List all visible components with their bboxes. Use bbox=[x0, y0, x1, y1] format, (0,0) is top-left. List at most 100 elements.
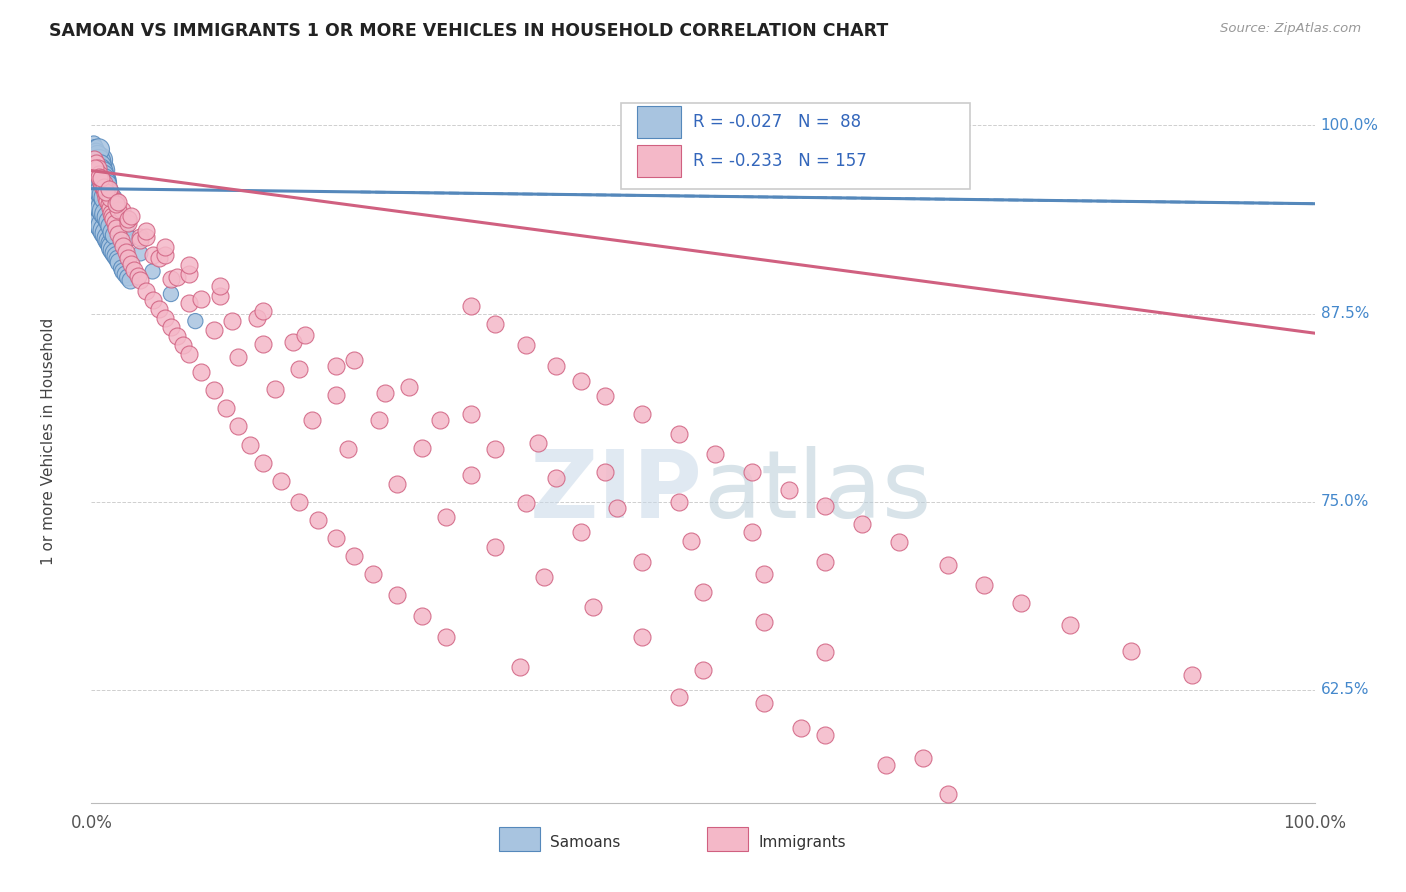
Point bbox=[294, 327, 316, 342]
Point bbox=[460, 467, 482, 482]
Point bbox=[814, 500, 837, 514]
Point bbox=[104, 216, 127, 230]
Point bbox=[90, 162, 112, 177]
Point bbox=[515, 338, 537, 352]
Point bbox=[337, 442, 360, 456]
Point bbox=[593, 389, 616, 403]
Point bbox=[122, 263, 145, 277]
Point bbox=[96, 177, 118, 191]
Point bbox=[103, 240, 125, 254]
Point bbox=[101, 237, 124, 252]
Point bbox=[104, 196, 127, 211]
Point bbox=[179, 268, 201, 282]
Point bbox=[754, 567, 776, 582]
Point bbox=[98, 191, 121, 205]
Point bbox=[875, 758, 898, 772]
Point bbox=[325, 531, 347, 545]
Point bbox=[94, 204, 117, 219]
Point bbox=[288, 495, 311, 509]
Text: 75.0%: 75.0% bbox=[1320, 494, 1369, 509]
Point bbox=[367, 413, 389, 427]
Point bbox=[741, 465, 763, 479]
Point bbox=[533, 570, 555, 584]
Point bbox=[179, 347, 201, 361]
Point bbox=[239, 437, 262, 451]
Point bbox=[226, 351, 249, 365]
Point bbox=[103, 211, 125, 226]
Point bbox=[84, 161, 107, 175]
Point bbox=[973, 577, 995, 591]
Point bbox=[120, 209, 142, 223]
Point bbox=[87, 201, 110, 215]
Point bbox=[93, 180, 115, 194]
Point bbox=[129, 246, 152, 260]
Point bbox=[668, 690, 690, 705]
Point bbox=[226, 419, 249, 434]
Point bbox=[87, 154, 110, 169]
Point bbox=[252, 456, 274, 470]
Point bbox=[84, 145, 107, 160]
Point bbox=[741, 524, 763, 539]
Point bbox=[148, 251, 170, 265]
Point bbox=[94, 219, 117, 234]
Point bbox=[117, 216, 139, 230]
Point bbox=[692, 585, 714, 599]
Point bbox=[264, 382, 287, 396]
Point bbox=[153, 248, 176, 262]
Point bbox=[208, 279, 231, 293]
Point bbox=[343, 549, 366, 563]
Point bbox=[190, 292, 212, 306]
Point bbox=[411, 609, 433, 624]
Point bbox=[484, 317, 506, 331]
Point bbox=[484, 540, 506, 554]
Point bbox=[851, 517, 873, 532]
Point bbox=[202, 384, 225, 398]
Point bbox=[887, 535, 910, 549]
Point bbox=[148, 302, 170, 317]
Point bbox=[93, 213, 115, 227]
Point bbox=[91, 178, 114, 193]
Point bbox=[252, 303, 274, 318]
Point bbox=[84, 161, 107, 175]
Point bbox=[704, 447, 727, 461]
Point bbox=[325, 359, 347, 374]
Point bbox=[98, 183, 121, 197]
Point bbox=[83, 182, 105, 196]
Point bbox=[679, 533, 702, 548]
Point bbox=[1010, 596, 1032, 610]
Point bbox=[668, 495, 690, 509]
Point bbox=[117, 270, 139, 285]
Point bbox=[104, 246, 127, 260]
Point bbox=[103, 225, 125, 239]
Point bbox=[117, 211, 139, 226]
Point bbox=[98, 201, 121, 215]
Point bbox=[84, 141, 107, 155]
Point bbox=[434, 509, 457, 524]
Point bbox=[120, 273, 142, 287]
Point bbox=[96, 194, 118, 208]
Point bbox=[325, 388, 347, 402]
Point bbox=[94, 185, 117, 199]
Point bbox=[110, 233, 132, 247]
Point bbox=[460, 408, 482, 422]
Point bbox=[94, 171, 117, 186]
Point bbox=[361, 567, 384, 582]
Point bbox=[374, 386, 396, 401]
Point bbox=[141, 264, 163, 278]
Point bbox=[631, 630, 654, 644]
Point bbox=[93, 185, 115, 199]
Point bbox=[83, 152, 105, 166]
Point bbox=[166, 270, 188, 285]
Point bbox=[90, 207, 112, 221]
Point bbox=[111, 202, 134, 217]
Point bbox=[114, 244, 136, 259]
Point bbox=[754, 697, 776, 711]
Point bbox=[87, 169, 110, 184]
Point bbox=[89, 163, 111, 178]
Point bbox=[86, 156, 108, 170]
Point bbox=[546, 471, 568, 485]
Point bbox=[87, 167, 110, 181]
Point bbox=[98, 185, 121, 199]
Point bbox=[86, 169, 108, 184]
Point bbox=[606, 500, 628, 515]
